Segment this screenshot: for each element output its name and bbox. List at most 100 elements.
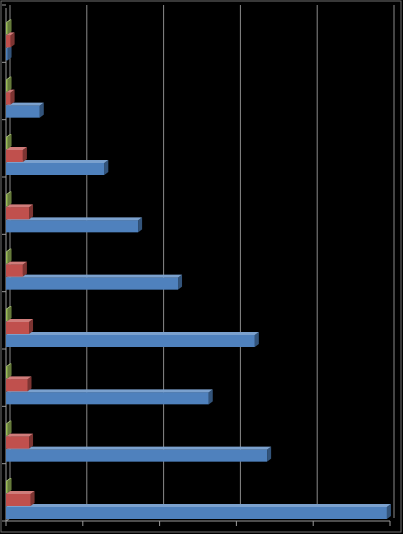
bar-front-face bbox=[6, 220, 139, 233]
bar-top-face bbox=[6, 491, 35, 494]
bar-top-face bbox=[6, 19, 12, 23]
bar-front-face bbox=[6, 105, 40, 118]
bar-front-face bbox=[6, 481, 8, 493]
bar bbox=[6, 19, 12, 35]
bar-top-face bbox=[6, 478, 12, 481]
bar-side-face bbox=[7, 76, 12, 92]
bar-front-face bbox=[6, 423, 8, 436]
bar-front-face bbox=[6, 322, 30, 334]
bar-front-face bbox=[6, 366, 8, 379]
bar-side-face bbox=[22, 261, 27, 277]
bar-top-face bbox=[6, 306, 12, 309]
gridlines bbox=[86, 5, 395, 518]
bar-top-face bbox=[6, 147, 27, 150]
bar-front-face bbox=[6, 92, 11, 105]
bar bbox=[6, 45, 12, 61]
bar bbox=[6, 147, 27, 162]
bar-top-face bbox=[6, 191, 12, 195]
bar bbox=[6, 491, 35, 506]
bar-side-face bbox=[7, 134, 12, 149]
bar-top-face bbox=[6, 274, 183, 278]
bar-side-face bbox=[7, 306, 12, 321]
bar-front-face bbox=[6, 335, 255, 347]
bar-side-face bbox=[27, 376, 32, 392]
bar-front-face bbox=[6, 277, 179, 290]
bar-side-face bbox=[39, 102, 44, 118]
bar bbox=[6, 446, 272, 462]
bar-top-face bbox=[6, 376, 32, 380]
bar-top-face bbox=[6, 433, 34, 437]
bar-side-face bbox=[22, 147, 27, 162]
bar bbox=[6, 332, 259, 347]
bar bbox=[6, 204, 34, 220]
bar-side-face bbox=[7, 363, 12, 379]
bar-side-face bbox=[29, 433, 34, 449]
bar-side-face bbox=[7, 478, 12, 493]
bar bbox=[6, 363, 12, 379]
bar bbox=[6, 420, 12, 436]
bar-side-face bbox=[7, 248, 12, 264]
bar-top-face bbox=[6, 89, 15, 93]
bar bbox=[6, 274, 183, 290]
bar bbox=[6, 376, 32, 392]
bar bbox=[6, 32, 15, 48]
bar bbox=[6, 217, 143, 233]
bar-front-face bbox=[6, 449, 268, 462]
bar-top-face bbox=[6, 217, 143, 221]
bar-side-face bbox=[254, 332, 259, 347]
bar-top-face bbox=[6, 363, 12, 367]
bars bbox=[6, 19, 391, 519]
bar-front-face bbox=[6, 207, 30, 220]
bar-side-face bbox=[104, 160, 109, 175]
bar bbox=[6, 134, 12, 149]
bar-front-face bbox=[6, 392, 209, 405]
bar bbox=[6, 261, 27, 277]
bar-top-face bbox=[6, 32, 15, 36]
bar-side-face bbox=[29, 204, 34, 220]
bar-side-face bbox=[7, 191, 12, 207]
bar-top-face bbox=[6, 504, 391, 507]
bar-side-face bbox=[208, 389, 213, 405]
bar-top-face bbox=[6, 134, 12, 137]
bar bbox=[6, 478, 12, 493]
bar-top-face bbox=[6, 102, 44, 106]
bar-side-face bbox=[10, 89, 15, 105]
bar-front-face bbox=[6, 22, 8, 35]
bar-side-face bbox=[178, 274, 183, 290]
bar-front-face bbox=[6, 150, 23, 162]
bar-top-face bbox=[6, 248, 12, 252]
bar-side-face bbox=[7, 45, 12, 61]
bar bbox=[6, 248, 12, 264]
bar bbox=[6, 389, 213, 405]
bar-front-face bbox=[6, 35, 11, 48]
bar-front-face bbox=[6, 137, 8, 149]
bar-top-face bbox=[6, 160, 109, 163]
bar bbox=[6, 102, 44, 118]
bar-top-face bbox=[6, 389, 213, 393]
bar-side-face bbox=[10, 32, 15, 48]
bar-front-face bbox=[6, 48, 8, 61]
bar bbox=[6, 160, 109, 175]
bar-side-face bbox=[138, 217, 143, 233]
bar-side-face bbox=[7, 420, 12, 436]
bar bbox=[6, 191, 12, 207]
bar-front-face bbox=[6, 436, 30, 449]
bar-top-face bbox=[6, 204, 34, 208]
bar bbox=[6, 504, 391, 519]
bar bbox=[6, 306, 12, 321]
bar-top-face bbox=[6, 261, 27, 265]
bar-top-face bbox=[6, 319, 34, 322]
bar bbox=[6, 76, 12, 92]
bar-top-face bbox=[6, 420, 12, 424]
bar-front-face bbox=[6, 79, 8, 92]
bar bbox=[6, 89, 15, 105]
bar-front-face bbox=[6, 494, 31, 506]
bar-front-face bbox=[6, 194, 8, 207]
bar-front-face bbox=[6, 379, 28, 392]
bar-front-face bbox=[6, 507, 387, 519]
bar bbox=[6, 319, 34, 334]
bar-front-face bbox=[6, 264, 23, 277]
